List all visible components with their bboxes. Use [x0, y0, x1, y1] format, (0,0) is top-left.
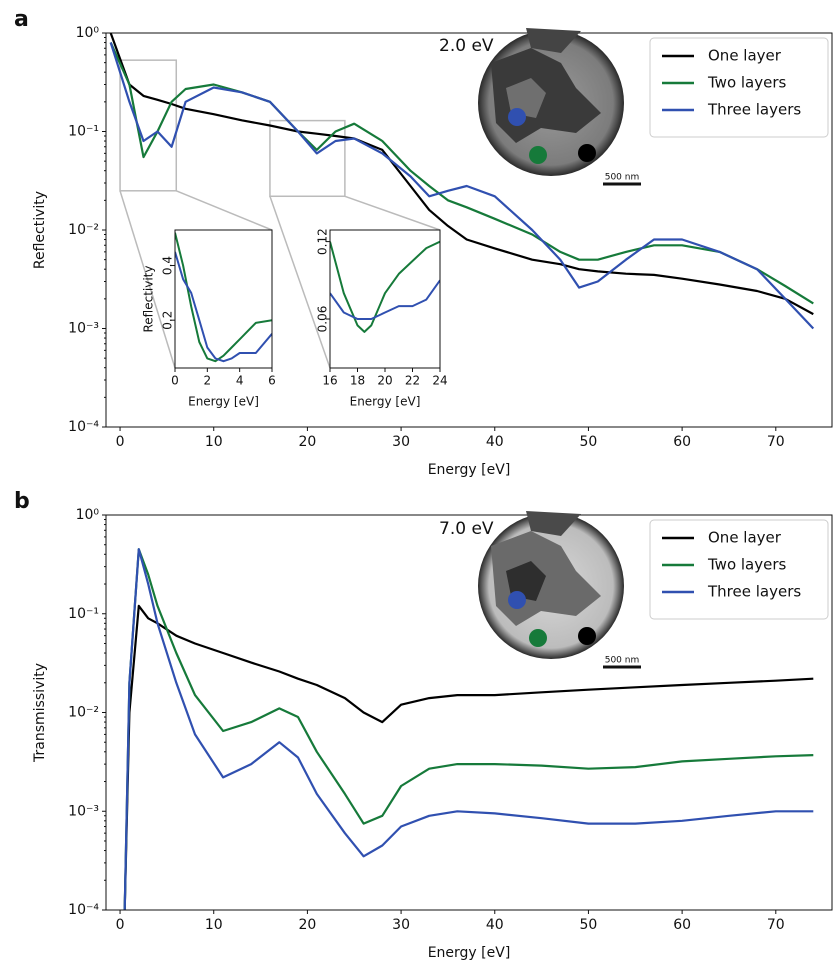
- x-tick-label: 22: [405, 374, 420, 388]
- y-tick-label: 10⁻³: [68, 803, 99, 819]
- zoom-connector: [176, 191, 272, 230]
- energy-annotation: 2.0 eV: [439, 36, 494, 56]
- x-tick-label: 30: [392, 917, 410, 933]
- y-tick-label: 10⁻³: [68, 321, 99, 337]
- scale-bar-label: 500 nm: [605, 173, 640, 183]
- y-axis-label: Transmissivity: [32, 663, 48, 763]
- legend-label: One layer: [708, 47, 782, 65]
- x-tick-label: 6: [268, 374, 276, 388]
- y-tick-label: 10⁻¹: [68, 124, 99, 140]
- x-tick-label: 60: [673, 434, 691, 450]
- x-tick-label: 60: [673, 917, 691, 933]
- blue-marker: [508, 108, 526, 126]
- zoom-connector: [270, 196, 330, 368]
- x-tick-label: 10: [205, 434, 223, 450]
- zoom-connector: [345, 196, 440, 230]
- y-tick-label: 10⁻¹: [68, 606, 99, 622]
- x-tick-label: 0: [116, 917, 125, 933]
- x-tick-label: 40: [486, 434, 504, 450]
- black-marker: [578, 144, 596, 162]
- legend-label: Three layers: [707, 583, 801, 601]
- y-tick-label: 0.06: [316, 306, 330, 333]
- x-tick-label: 24: [432, 374, 447, 388]
- x-tick-label: 70: [767, 434, 785, 450]
- x-tick-label: 20: [377, 374, 392, 388]
- y-tick-label: 0.2: [161, 311, 175, 330]
- y-tick-label: 10⁰: [76, 507, 100, 523]
- legend-label: One layer: [708, 529, 782, 547]
- y-tick-label: 0.4: [161, 256, 175, 275]
- scale-bar-label: 500 nm: [605, 656, 640, 666]
- legend-label: Three layers: [707, 101, 801, 119]
- green-marker: [529, 629, 547, 647]
- x-tick-label: 50: [580, 434, 598, 450]
- y-tick-label: 10⁻⁴: [68, 902, 99, 918]
- y-tick-label: 10⁻²: [68, 222, 99, 238]
- data-line: [125, 606, 814, 910]
- blue-marker: [508, 591, 526, 609]
- figure: 01020304050607010⁻⁴10⁻³10⁻²10⁻¹10⁰Energy…: [0, 0, 834, 972]
- x-tick-label: 16: [322, 374, 337, 388]
- x-tick-label: 10: [205, 917, 223, 933]
- x-tick-label: 50: [580, 917, 598, 933]
- x-tick-label: 18: [350, 374, 365, 388]
- y-tick-label: 0.12: [316, 228, 330, 255]
- x-tick-label: 30: [392, 434, 410, 450]
- x-tick-label: 40: [486, 917, 504, 933]
- x-tick-label: 0: [171, 374, 179, 388]
- x-tick-label: 4: [236, 374, 244, 388]
- y-tick-label: 10⁰: [76, 25, 100, 41]
- x-tick-label: 2: [204, 374, 212, 388]
- black-marker: [578, 627, 596, 645]
- x-axis-label: Energy [eV]: [428, 462, 511, 478]
- energy-annotation: 7.0 eV: [439, 519, 494, 539]
- green-marker: [529, 146, 547, 164]
- x-axis-label: Energy [eV]: [188, 395, 259, 409]
- x-tick-label: 20: [298, 917, 316, 933]
- x-axis-label: Energy [eV]: [428, 945, 511, 961]
- y-tick-label: 10⁻⁴: [68, 419, 99, 435]
- x-tick-label: 70: [767, 917, 785, 933]
- y-tick-label: 10⁻²: [68, 705, 99, 721]
- y-axis-label: Reflectivity: [142, 265, 156, 332]
- panel-label: b: [14, 489, 30, 514]
- y-axis-label: Reflectivity: [32, 191, 48, 269]
- x-axis-label: Energy [eV]: [350, 395, 421, 409]
- legend-label: Two layers: [707, 556, 787, 574]
- x-tick-label: 20: [298, 434, 316, 450]
- legend-label: Two layers: [707, 74, 787, 92]
- panel-label: a: [14, 7, 29, 32]
- x-tick-label: 0: [116, 434, 125, 450]
